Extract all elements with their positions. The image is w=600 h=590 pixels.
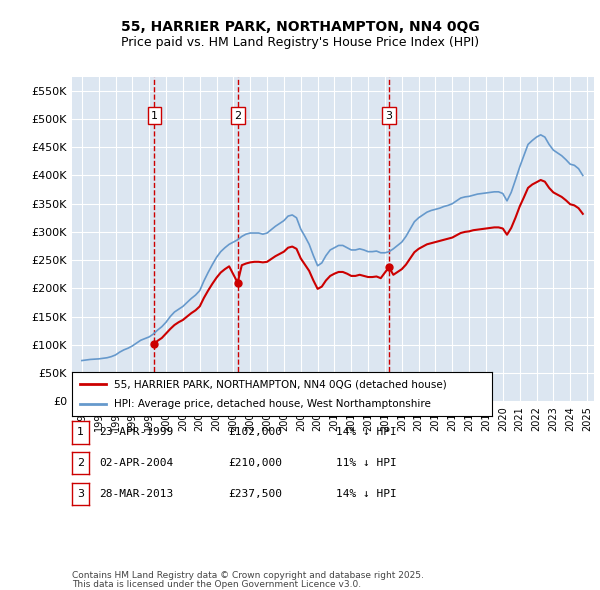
Text: Price paid vs. HM Land Registry's House Price Index (HPI): Price paid vs. HM Land Registry's House … (121, 36, 479, 49)
Text: £102,000: £102,000 (228, 428, 282, 437)
Text: 1: 1 (151, 111, 158, 120)
Text: 55, HARRIER PARK, NORTHAMPTON, NN4 0QG (detached house): 55, HARRIER PARK, NORTHAMPTON, NN4 0QG (… (114, 379, 447, 389)
Text: £237,500: £237,500 (228, 489, 282, 499)
Text: 11% ↓ HPI: 11% ↓ HPI (336, 458, 397, 468)
Text: 2: 2 (77, 458, 84, 468)
Text: 28-MAR-2013: 28-MAR-2013 (99, 489, 173, 499)
Text: 55, HARRIER PARK, NORTHAMPTON, NN4 0QG: 55, HARRIER PARK, NORTHAMPTON, NN4 0QG (121, 19, 479, 34)
Text: HPI: Average price, detached house, West Northamptonshire: HPI: Average price, detached house, West… (114, 399, 431, 408)
Text: 1: 1 (77, 428, 84, 437)
Text: 14% ↓ HPI: 14% ↓ HPI (336, 489, 397, 499)
Text: Contains HM Land Registry data © Crown copyright and database right 2025.: Contains HM Land Registry data © Crown c… (72, 571, 424, 580)
Text: 3: 3 (77, 489, 84, 499)
Text: 14% ↓ HPI: 14% ↓ HPI (336, 428, 397, 437)
Text: 23-APR-1999: 23-APR-1999 (99, 428, 173, 437)
Text: 3: 3 (385, 111, 392, 120)
Text: This data is licensed under the Open Government Licence v3.0.: This data is licensed under the Open Gov… (72, 579, 361, 589)
Text: 2: 2 (234, 111, 241, 120)
Text: £210,000: £210,000 (228, 458, 282, 468)
Text: 02-APR-2004: 02-APR-2004 (99, 458, 173, 468)
